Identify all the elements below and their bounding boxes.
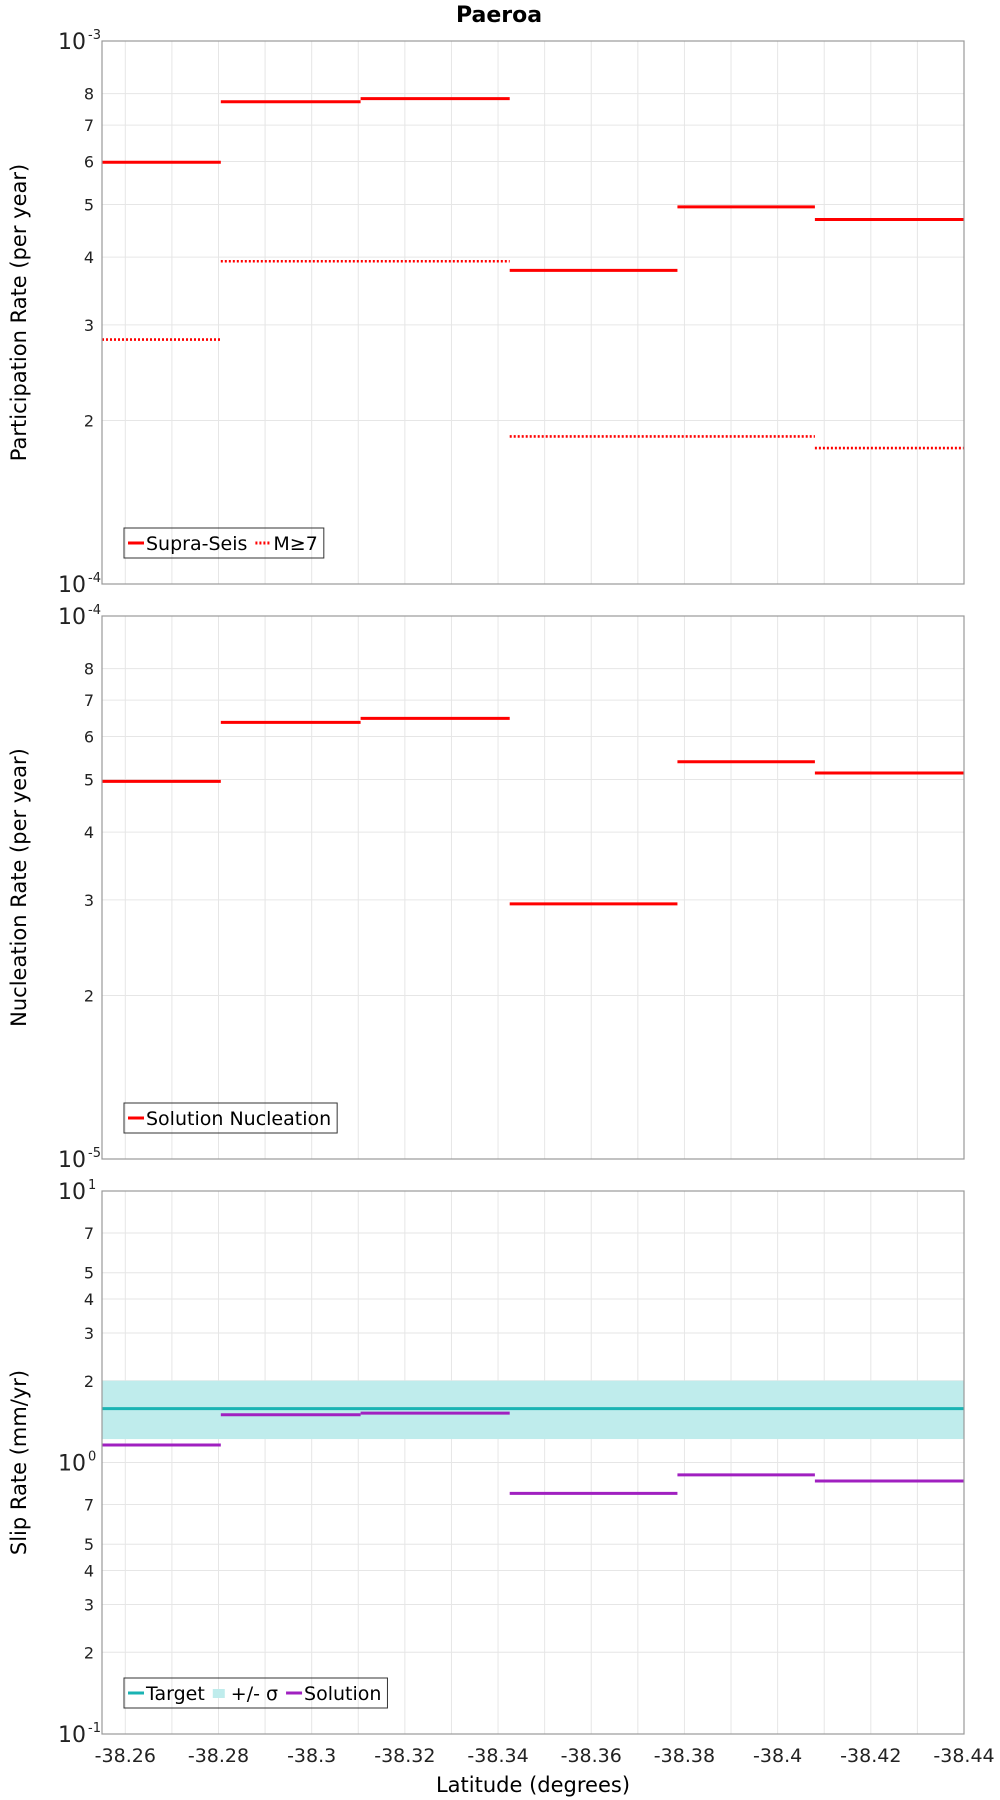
plot-area <box>102 41 964 584</box>
chart-title: Paeroa <box>456 3 542 28</box>
y-tick-label: 3 <box>84 891 94 910</box>
plot-area <box>102 616 964 1159</box>
y-tick-label: 8 <box>84 85 94 104</box>
x-tick-label: -38.36 <box>561 1745 622 1767</box>
legend-frame <box>123 1102 338 1134</box>
legend-swatch <box>212 1689 225 1698</box>
y-tick-label: 5 <box>84 770 94 789</box>
y-tick-label: 2 <box>84 987 94 1006</box>
legend-label: Solution Nucleation <box>146 1108 331 1130</box>
y-tick-label: 3 <box>84 316 94 335</box>
y-tick-label: 8 <box>84 660 94 679</box>
x-tick-label: -38.44 <box>933 1745 994 1767</box>
y-axis-label: Slip Rate (mm/yr) <box>7 1370 31 1555</box>
y-tick-label: 10 <box>58 1723 86 1748</box>
legend: Target +/- σ Solution <box>123 1677 388 1709</box>
y-tick-label: 3 <box>84 1595 94 1614</box>
y-tick-label: 5 <box>84 1264 94 1283</box>
y-tick-label: 2 <box>84 1643 94 1662</box>
legend-frame <box>123 527 325 559</box>
y-tick-exponent: -4 <box>88 571 101 586</box>
y-tick-label: 7 <box>84 691 94 710</box>
x-tick-label: -38.34 <box>467 1745 528 1767</box>
legend: Solution Nucleation <box>123 1102 338 1134</box>
y-tick-label: 10 <box>58 1180 86 1205</box>
x-tick-label: -38.3 <box>287 1745 336 1767</box>
y-tick-exponent: -1 <box>88 1721 101 1736</box>
y-tick-exponent: 1 <box>88 1178 96 1193</box>
y-tick-label: 10 <box>58 30 86 55</box>
y-tick-label: 4 <box>84 1562 94 1581</box>
y-tick-label: 7 <box>84 1496 94 1515</box>
y-tick-label: 7 <box>84 1224 94 1243</box>
plot-frame <box>101 40 965 585</box>
y-tick-label: 10 <box>58 573 86 598</box>
y-tick-exponent: 0 <box>88 1450 96 1465</box>
y-tick-label: 6 <box>84 152 94 171</box>
x-tick-label: -38.42 <box>840 1745 901 1767</box>
x-tick-label: -38.28 <box>188 1745 249 1767</box>
y-tick-label: 5 <box>84 195 94 214</box>
y-tick-label: 4 <box>84 823 94 842</box>
y-axis-label: Nucleation Rate (per year) <box>7 748 31 1027</box>
y-tick-exponent: -3 <box>88 28 101 43</box>
plot-frame <box>101 1190 965 1735</box>
x-tick-label: -38.4 <box>753 1745 802 1767</box>
series-m-7 <box>102 259 964 450</box>
y-tick-label: 2 <box>84 1372 94 1391</box>
x-tick-label: -38.38 <box>654 1745 715 1767</box>
legend-label: Supra-Seis <box>146 533 247 555</box>
x-tick-label: -38.26 <box>95 1745 156 1767</box>
legend-label: Target <box>145 1683 205 1705</box>
legend: Supra-Seis M≥7 <box>123 527 325 559</box>
y-tick-label: 2 <box>84 412 94 431</box>
y-tick-label: 7 <box>84 116 94 135</box>
series-supra-seis <box>102 97 964 272</box>
y-tick-label: 4 <box>84 248 94 267</box>
y-tick-label: 10 <box>58 1148 86 1173</box>
y-tick-label: 10 <box>58 605 86 630</box>
legend-label: M≥7 <box>273 533 317 555</box>
y-tick-label: 5 <box>84 1535 94 1554</box>
y-tick-label: 4 <box>84 1290 94 1309</box>
plot-frame <box>101 615 965 1160</box>
legend-frame <box>123 1677 388 1709</box>
y-tick-label: 6 <box>84 727 94 746</box>
x-axis-label: Latitude (degrees) <box>436 1773 630 1797</box>
y-axis-label: Participation Rate (per year) <box>7 164 31 461</box>
legend-label: Solution <box>304 1683 381 1705</box>
legend-label: +/- σ <box>231 1683 278 1705</box>
y-tick-label: 3 <box>84 1324 94 1343</box>
x-tick-label: -38.32 <box>374 1745 435 1767</box>
y-tick-exponent: -4 <box>88 603 101 618</box>
y-tick-exponent: -5 <box>88 1146 101 1161</box>
y-tick-label: 10 <box>58 1452 86 1477</box>
series-solution <box>102 1411 964 1495</box>
series-solution-nucleation <box>102 716 964 906</box>
